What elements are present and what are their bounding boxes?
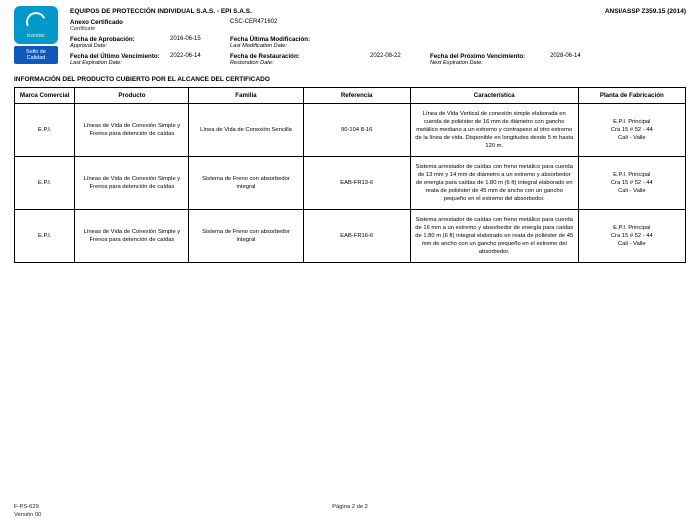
logo-brand: icontec: [27, 33, 45, 39]
cell-producto: Líneas de Vida de Conexión Simple y Fren…: [75, 210, 189, 263]
cell-familia: Línea de Vida de Conexión Sencilla: [189, 104, 303, 157]
lastexp-label-text: Fecha del Último Vencimiento:: [70, 53, 160, 60]
restore-value: 2022-08-22: [370, 53, 430, 59]
cell-planta: E.P.I. PrincipalCra 15 # 52 - 44Cali - V…: [578, 157, 685, 210]
nextexp-label: Fecha del Próximo Vencimiento: Next Expi…: [430, 53, 550, 66]
footer-page: Página 2 de 2: [332, 504, 368, 510]
cell-marca: E.P.I.: [15, 157, 75, 210]
products-table: Marca Comercial Producto Familia Referen…: [14, 87, 686, 263]
lastexp-label: Fecha del Último Vencimiento: Last Expir…: [70, 53, 170, 66]
company-name: EQUIPOS DE PROTECCIÓN INDIVIDUAL S.A.S. …: [70, 8, 252, 15]
document-header: EQUIPOS DE PROTECCIÓN INDIVIDUAL S.A.S. …: [70, 8, 686, 66]
annex-row: Anexo Certificado Certificate CSC-CER471…: [70, 19, 686, 32]
header-top-row: EQUIPOS DE PROTECCIÓN INDIVIDUAL S.A.S. …: [70, 8, 686, 15]
restore-label: Fecha de Restauración: Restoration Date:: [230, 53, 370, 66]
nextexp-sub: Next Expiration Date:: [430, 60, 550, 66]
th-caracteristica: Característica: [410, 88, 578, 104]
cell-producto: Líneas de Vida de Conexión Simple y Fren…: [75, 157, 189, 210]
swirl-icon: [23, 9, 49, 35]
annex-label: Anexo Certificado Certificate: [70, 19, 170, 32]
annex-value: CSC-CER471602: [230, 19, 277, 32]
approval-label: Fecha de Aprobación: Approval Date:: [70, 36, 170, 49]
cell-caracteristica: Sistema arrestador de caídas con freno m…: [410, 210, 578, 263]
footer-code: F-PS-629: [14, 504, 41, 510]
table-row: E.P.I. Líneas de Vida de Conexión Simple…: [15, 157, 686, 210]
th-referencia: Referencia: [303, 88, 410, 104]
approval-value: 2016-06-15: [170, 36, 230, 42]
lastmod-sub: Last Modification Date:: [230, 43, 370, 49]
annex-sub: Certificate: [70, 26, 170, 32]
lastmod-label: Fecha Última Modificación: Last Modifica…: [230, 36, 370, 49]
th-familia: Familia: [189, 88, 303, 104]
restore-sub: Restoration Date:: [230, 60, 370, 66]
date-grid: Fecha de Aprobación: Approval Date: 2016…: [70, 36, 686, 66]
annex-label-text: Anexo Certificado: [70, 19, 123, 26]
cell-marca: E.P.I.: [15, 104, 75, 157]
restore-label-text: Fecha de Restauración:: [230, 53, 300, 60]
footer-version: Versión 00: [14, 512, 41, 518]
approval-label-text: Fecha de Aprobación:: [70, 36, 135, 43]
quality-seal: Sello de Calidad: [14, 46, 58, 64]
lastexp-sub: Last Expiration Date:: [70, 60, 170, 66]
th-marca: Marca Comercial: [15, 88, 75, 104]
cell-marca: E.P.I.: [15, 210, 75, 263]
cell-referencia: 90-104 8-16: [303, 104, 410, 157]
cell-referencia: EAB-FR13-6: [303, 157, 410, 210]
cell-familia: Sistema de Freno con absorbedor integral: [189, 210, 303, 263]
lastmod-label-text: Fecha Última Modificación:: [230, 36, 310, 43]
approval-sub: Approval Date:: [70, 43, 170, 49]
standard-code: ANSI/ASSP Z359.15 (2014): [605, 8, 686, 15]
section-title: INFORMACIÓN DEL PRODUCTO CUBIERTO POR EL…: [14, 76, 686, 83]
cell-planta: E.P.I. PrincipalCra 15 # 52 - 44Cali - V…: [578, 104, 685, 157]
table-header-row: Marca Comercial Producto Familia Referen…: [15, 88, 686, 104]
cell-caracteristica: Línea de Vida Vertical de conexión simpl…: [410, 104, 578, 157]
cell-referencia: EAB-FR16-6: [303, 210, 410, 263]
cell-caracteristica: Sistema arrestador de caídas con freno m…: [410, 157, 578, 210]
table-row: E.P.I. Líneas de Vida de Conexión Simple…: [15, 210, 686, 263]
nextexp-value: 2028-06-14: [550, 53, 610, 59]
seal-line2: Calidad: [16, 55, 56, 61]
lastexp-value: 2022-06-14: [170, 53, 230, 59]
cell-familia: Sistema de Freno con absorbedor integral: [189, 157, 303, 210]
cell-producto: Líneas de Vida de Conexión Simple y Fren…: [75, 104, 189, 157]
nextexp-label-text: Fecha del Próximo Vencimiento:: [430, 53, 525, 60]
cell-planta: E.P.I. PrincipalCra 15 # 52 - 44Cali - V…: [578, 210, 685, 263]
logo-icontec: icontec: [14, 6, 58, 44]
th-producto: Producto: [75, 88, 189, 104]
table-body: E.P.I. Líneas de Vida de Conexión Simple…: [15, 104, 686, 263]
th-planta: Planta de Fabricación: [578, 88, 685, 104]
table-row: E.P.I. Líneas de Vida de Conexión Simple…: [15, 104, 686, 157]
logo-block: icontec Sello de Calidad: [14, 6, 58, 64]
page-footer: F-PS-629 Versión 00 Página 2 de 2: [14, 504, 686, 518]
